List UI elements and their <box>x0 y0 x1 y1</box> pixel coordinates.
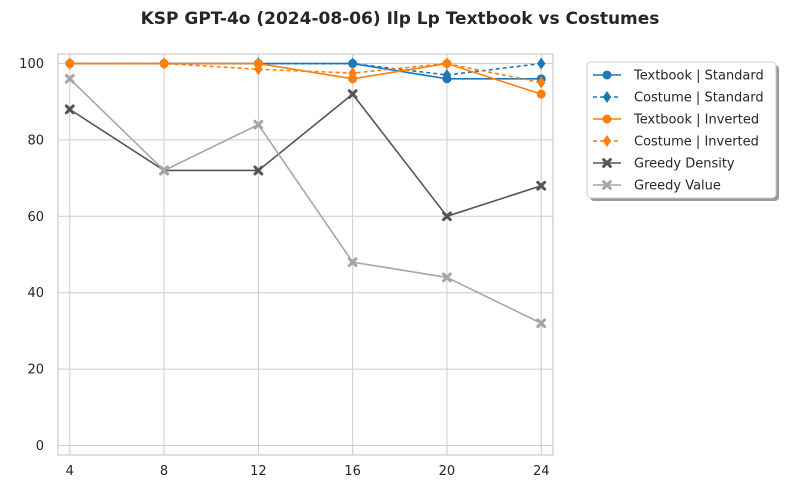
x-tick-label: 4 <box>66 464 74 479</box>
legend-marker <box>602 158 612 168</box>
legend-entry: Greedy Value <box>593 179 721 194</box>
x-axis-ticks: 4 8 12 16 20 24 <box>66 464 550 479</box>
data-point <box>254 63 263 76</box>
legend-marker <box>602 135 612 147</box>
data-point <box>442 272 452 283</box>
legend-label: Textbook | Standard <box>633 69 764 84</box>
data-point <box>253 165 264 176</box>
data-point <box>64 73 75 84</box>
series-3 <box>65 57 546 89</box>
y-axis-ticks: 0 20 40 60 80 100 <box>19 57 44 454</box>
data-point <box>536 89 546 99</box>
series-line <box>69 62 542 76</box>
legend-entry: Greedy Density <box>593 157 735 172</box>
legend-box <box>586 61 777 199</box>
chart-title: KSP GPT-4o (2024-08-06) Ilp Lp Textbook … <box>141 9 660 29</box>
data-point <box>537 76 546 89</box>
y-tick-label: 80 <box>27 133 44 148</box>
x-tick-label: 20 <box>439 464 456 479</box>
data-point <box>536 180 547 191</box>
data-point <box>348 67 357 80</box>
data-point <box>536 318 547 329</box>
data-point <box>65 57 74 70</box>
data-point <box>348 57 357 70</box>
legend-marker <box>602 180 612 190</box>
legend-label: Costume | Standard <box>634 91 764 106</box>
series-5 <box>64 73 547 329</box>
legend-entry: Costume | Standard <box>593 91 764 106</box>
y-tick-label: 60 <box>27 210 44 225</box>
legend-entry: Textbook | Standard <box>593 69 764 84</box>
data-point <box>442 57 452 70</box>
legend-marker <box>602 70 612 80</box>
legend-label: Greedy Value <box>634 179 721 194</box>
legend-label: Greedy Density <box>634 157 735 172</box>
legend-entry: Textbook | Inverted <box>593 113 759 128</box>
x-tick-label: 24 <box>533 464 550 479</box>
y-tick-label: 40 <box>27 286 44 301</box>
data-point <box>159 57 169 70</box>
data-point <box>253 119 264 130</box>
data-point <box>442 69 452 82</box>
series-1 <box>65 57 546 82</box>
series-line <box>69 93 542 218</box>
series-line <box>69 62 542 84</box>
data-point <box>159 165 169 176</box>
series-group <box>64 57 547 329</box>
series-line <box>69 78 542 324</box>
plot-frame <box>57 53 554 456</box>
series-4 <box>64 89 547 222</box>
data-point <box>442 211 452 222</box>
legend-marker <box>602 114 612 124</box>
x-tick-label: 8 <box>160 464 168 479</box>
grid <box>58 54 553 455</box>
legend: Textbook | Standard Costume | Standard Tex… <box>586 61 779 201</box>
data-point <box>347 89 358 99</box>
legend-entry: Costume | Inverted <box>593 135 759 150</box>
legend-marker <box>602 91 612 103</box>
data-point <box>347 257 358 268</box>
y-tick-label: 20 <box>27 363 44 378</box>
y-tick-label: 100 <box>19 57 44 72</box>
data-point <box>64 104 75 115</box>
x-tick-label: 12 <box>250 464 267 479</box>
data-point <box>537 57 546 70</box>
legend-label: Costume | Inverted <box>634 135 759 150</box>
x-tick-label: 16 <box>344 464 361 479</box>
y-tick-label: 0 <box>36 439 44 454</box>
legend-label: Textbook | Inverted <box>633 113 759 128</box>
